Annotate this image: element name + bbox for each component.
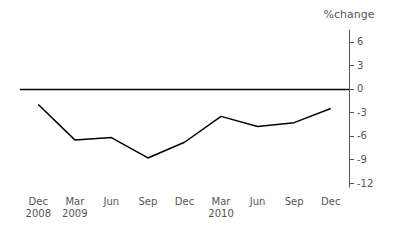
svg-text:3: 3 — [357, 60, 363, 71]
svg-text:0: 0 — [357, 83, 363, 94]
svg-text:Sep: Sep — [285, 196, 304, 207]
svg-text:Sep: Sep — [139, 196, 158, 207]
svg-text:Jun: Jun — [249, 196, 266, 207]
svg-text:-12: -12 — [357, 178, 373, 189]
svg-text:-3: -3 — [357, 107, 367, 118]
svg-text:2010: 2010 — [208, 208, 233, 219]
svg-text:Jun: Jun — [103, 196, 120, 207]
svg-text:2008: 2008 — [26, 208, 51, 219]
svg-text:2009: 2009 — [62, 208, 87, 219]
svg-text:6: 6 — [357, 36, 363, 47]
svg-text:Mar: Mar — [212, 196, 232, 207]
svg-text:Dec: Dec — [321, 196, 340, 207]
svg-text:%change: %change — [324, 8, 375, 21]
svg-text:Dec: Dec — [175, 196, 194, 207]
svg-text:Dec: Dec — [29, 196, 48, 207]
svg-text:-9: -9 — [357, 154, 367, 165]
svg-text:Mar: Mar — [65, 196, 85, 207]
svg-text:-6: -6 — [357, 130, 367, 141]
